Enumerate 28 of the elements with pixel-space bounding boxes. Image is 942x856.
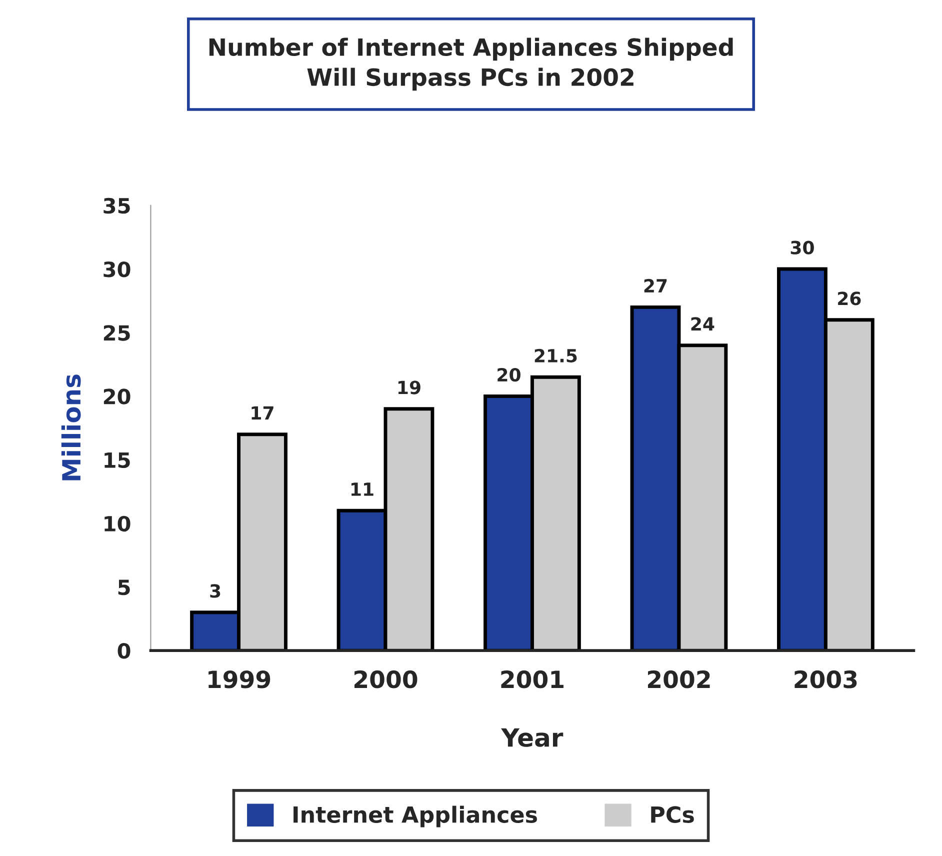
x-tick-label: 2002 [648, 670, 710, 688]
x-tick-label: 1999 [208, 670, 270, 688]
y-tick-label: 30 [104, 261, 130, 278]
data-label: 21.5 [534, 348, 577, 363]
y-tick-label: 0 [118, 643, 130, 659]
x-tick-label: 2003 [794, 670, 857, 688]
chart-title: Number of Internet Appliances Shipped Will Surpass PCs in 2002 [209, 38, 733, 91]
data-label: 3 [210, 584, 220, 598]
x-axis-title: Year [500, 728, 564, 747]
data-label: 24 [691, 317, 714, 330]
data-label: 20 [498, 368, 520, 382]
data-label: 11 [351, 482, 374, 496]
data-label: 17 [252, 406, 274, 420]
y-tick-label: 20 [104, 388, 130, 404]
data-label: 30 [790, 240, 814, 254]
y-axis-title: Millions [61, 374, 81, 480]
y-tick-label: 25 [104, 325, 130, 341]
y-tick-label: 35 [104, 198, 130, 214]
data-label: 27 [644, 278, 667, 292]
legend-label: PCs [651, 806, 694, 823]
y-tick-label: 15 [104, 452, 130, 468]
legend-label: Internet Appliances [294, 806, 537, 828]
x-tick-label: 2000 [354, 670, 418, 688]
y-tick-label: 10 [104, 516, 130, 532]
data-label: 26 [838, 292, 861, 306]
y-tick-label: 5 [118, 580, 130, 596]
data-label: 19 [398, 380, 420, 394]
x-tick-label: 2001 [501, 670, 564, 688]
